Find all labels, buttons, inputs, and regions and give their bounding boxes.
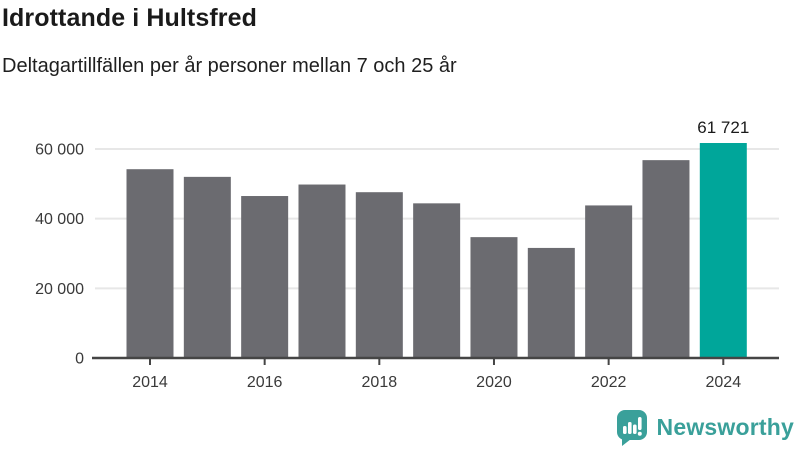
bar xyxy=(585,205,633,358)
x-axis-tick-label: 2014 xyxy=(132,374,168,391)
chart-subtitle: Deltagartillfällen per år personer mella… xyxy=(2,55,457,77)
y-axis-tick-label: 20 000 xyxy=(35,281,84,298)
x-axis-tick-label: 2022 xyxy=(591,374,627,391)
bar xyxy=(298,184,346,358)
x-axis-tick-label: 2020 xyxy=(476,374,512,391)
bar-value-label: 61 721 xyxy=(697,118,749,137)
bar xyxy=(355,192,403,358)
x-axis-tick-label: 2024 xyxy=(706,374,742,391)
bar xyxy=(413,203,461,358)
bar-chart: 0 20 000 40 000 60 000 2014 2016 2018 2020 2022 2… xyxy=(35,118,779,391)
bar-highlighted xyxy=(699,143,747,358)
bar xyxy=(642,160,690,358)
chart-title: Idrottande i Hultsfred xyxy=(2,4,257,32)
newsworthy-logo: Newsworthy xyxy=(615,408,794,446)
y-axis-tick-label: 0 xyxy=(75,351,84,368)
bar xyxy=(126,169,174,358)
y-axis-tick-label: 40 000 xyxy=(35,211,84,228)
chart-header: Idrottande i Hultsfred Deltagartillfälle… xyxy=(2,4,792,78)
x-axis-tick-label: 2018 xyxy=(362,374,398,391)
bar xyxy=(470,237,518,358)
bar xyxy=(183,176,231,358)
newsworthy-wordmark: Newsworthy xyxy=(656,413,794,440)
newsworthy-icon xyxy=(616,410,647,446)
bar xyxy=(241,196,289,358)
bar xyxy=(527,247,575,358)
y-axis-tick-label: 60 000 xyxy=(35,142,84,159)
x-axis-tick-label: 2016 xyxy=(247,374,283,391)
